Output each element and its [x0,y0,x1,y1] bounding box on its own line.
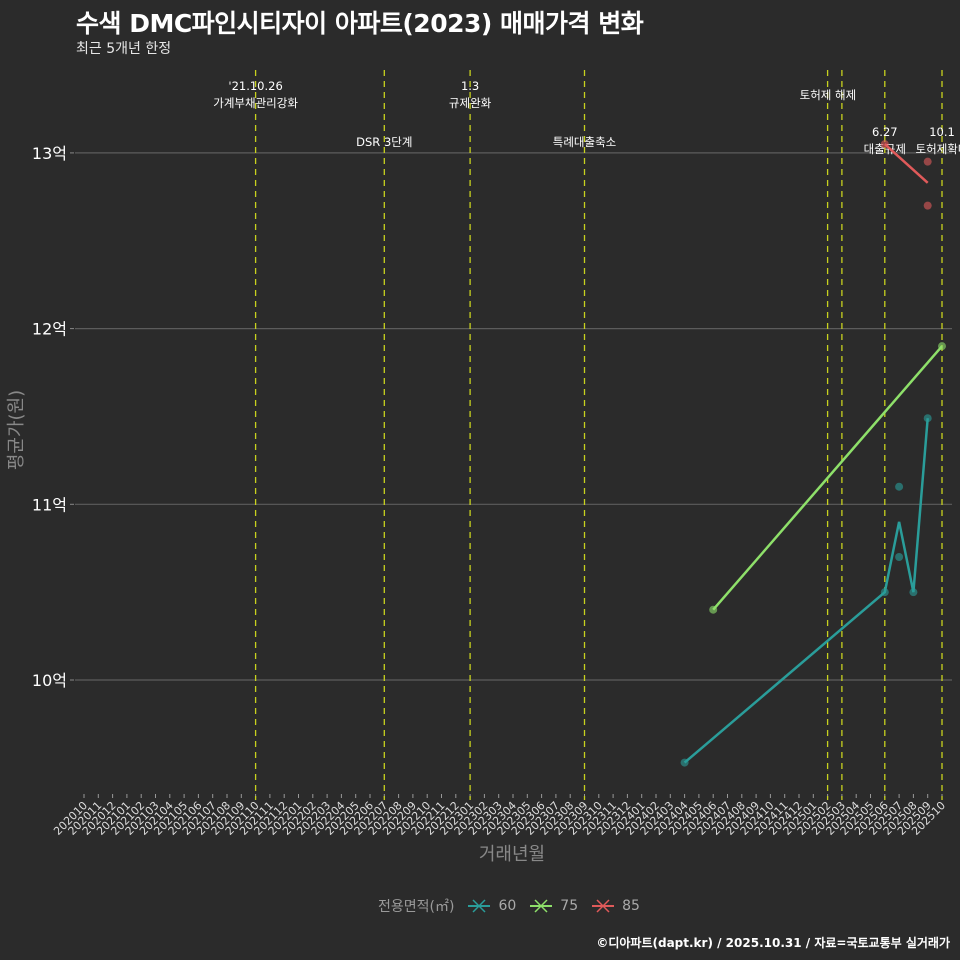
data-point-60 [923,414,932,423]
series-line-85 [883,143,929,184]
legend-key-75-icon [530,899,553,913]
event-annotation: 가계부채관리강화 [213,96,298,110]
legend: 전용면적(㎡) 60 75 85 [378,896,640,916]
event-annotation: 토허제확대 [916,142,960,156]
data-point-85 [923,157,932,166]
event-annotation: 6.27 [872,125,898,139]
data-point-60 [680,758,689,767]
chart-subtitle: 최근 5개년 한정 [76,41,172,57]
y-axis-label: 평균가(원) [6,390,27,470]
y-tick-label: 13억 [32,144,67,163]
data-point-60 [909,588,918,597]
legend-label: 60 [498,898,517,914]
legend-key-85-icon [592,899,615,913]
data-point-75 [709,605,718,614]
legend-label: 85 [622,898,640,914]
y-tick-label: 10억 [32,671,67,690]
x-axis-label: 거래년월 [479,844,545,865]
y-tick-label: 12억 [32,320,67,339]
event-annotation: '21.10.26 [228,79,282,93]
event-annotation: 10.1 [929,125,955,139]
event-annotation: 토허제 해제 [800,88,857,102]
data-point-60 [880,588,889,597]
legend-item-75: 75 [530,898,578,914]
legend-title: 전용면적(㎡) [378,899,455,915]
y-tick-label: 11억 [32,495,67,514]
data-point-75 [938,342,946,351]
legend-label: 75 [560,898,579,914]
data-point-60 [895,482,904,491]
event-annotation: 1.3 [461,79,479,93]
chart-title: 수색 DMC파인시티자이 아파트(2023) 매매가격 변화 [76,9,644,38]
series-line-60 [683,418,929,764]
event-annotation: 규제완화 [449,96,492,110]
data-point-60 [895,553,904,562]
data-point-85 [923,201,932,210]
event-annotation: DSR 3단계 [356,135,412,149]
legend-key-60-icon [468,899,491,913]
source-caption: ©디아파트(dapt.kr) / 2025.10.31 / 자료=국토교통부 실… [596,936,950,950]
data-point-85 [880,140,889,149]
legend-item-60: 60 [468,898,516,914]
event-annotation: 특례대출축소 [553,135,616,149]
series-line-75 [712,345,943,611]
legend-item-85: 85 [592,898,640,914]
